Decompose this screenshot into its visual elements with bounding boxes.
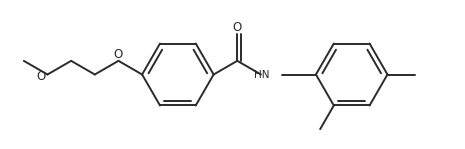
- Text: O: O: [113, 48, 123, 61]
- Text: O: O: [36, 70, 46, 83]
- Text: HN: HN: [254, 70, 269, 80]
- Text: O: O: [232, 21, 242, 34]
